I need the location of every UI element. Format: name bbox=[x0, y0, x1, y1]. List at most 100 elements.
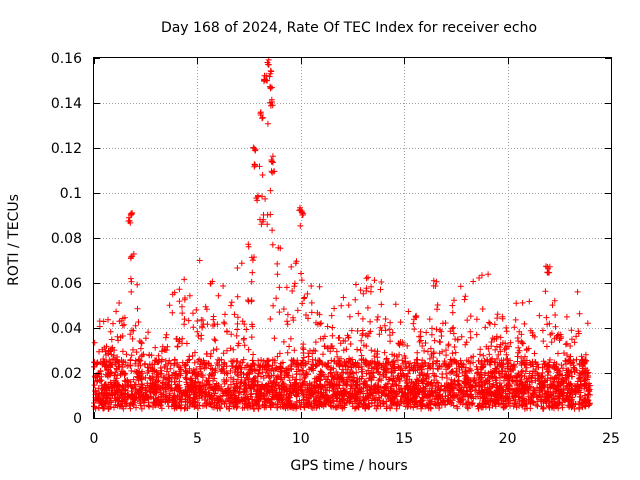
data-point bbox=[136, 357, 143, 364]
data-point bbox=[307, 387, 314, 394]
data-point bbox=[521, 320, 528, 327]
data-point bbox=[392, 367, 399, 374]
data-point bbox=[245, 297, 251, 304]
data-point bbox=[182, 374, 189, 381]
data-point bbox=[179, 340, 185, 347]
data-point bbox=[238, 366, 245, 372]
data-point bbox=[422, 340, 429, 346]
data-point bbox=[211, 383, 218, 390]
data-point bbox=[551, 396, 557, 403]
data-point bbox=[439, 374, 446, 381]
data-point bbox=[270, 302, 277, 309]
data-point bbox=[288, 263, 295, 270]
data-point bbox=[273, 295, 280, 302]
data-point bbox=[565, 402, 571, 409]
data-point bbox=[518, 376, 525, 383]
data-point bbox=[123, 351, 130, 358]
data-point bbox=[467, 366, 474, 372]
plot-frame bbox=[93, 57, 612, 419]
data-point bbox=[377, 324, 384, 331]
data-point bbox=[177, 402, 183, 409]
data-point bbox=[492, 346, 499, 353]
data-point bbox=[238, 260, 245, 267]
x-tick-label: 15 bbox=[395, 431, 413, 447]
data-point bbox=[142, 392, 149, 398]
data-point bbox=[194, 318, 201, 324]
data-point bbox=[111, 347, 118, 354]
x-tick-label: 5 bbox=[193, 431, 202, 447]
data-point bbox=[295, 366, 302, 373]
data-point bbox=[227, 374, 234, 381]
data-point bbox=[437, 327, 443, 333]
data-point bbox=[243, 326, 250, 333]
data-point bbox=[354, 382, 361, 389]
data-point bbox=[94, 377, 100, 384]
data-point bbox=[476, 275, 483, 281]
data-point bbox=[447, 391, 454, 398]
data-point bbox=[412, 398, 419, 405]
data-point bbox=[521, 398, 528, 405]
data-point bbox=[371, 364, 378, 371]
data-point bbox=[274, 366, 281, 373]
data-point bbox=[496, 382, 503, 389]
data-point bbox=[309, 356, 316, 363]
data-point bbox=[476, 383, 483, 390]
data-point bbox=[242, 387, 249, 394]
data-point bbox=[165, 403, 172, 410]
data-point bbox=[269, 227, 276, 234]
data-point bbox=[544, 362, 551, 369]
data-point bbox=[195, 379, 202, 386]
data-point bbox=[233, 332, 240, 339]
data-point bbox=[550, 363, 556, 370]
data-point bbox=[489, 382, 496, 389]
data-point bbox=[249, 257, 256, 264]
data-point bbox=[153, 401, 160, 408]
data-point bbox=[359, 368, 366, 375]
data-point bbox=[260, 384, 267, 391]
data-point bbox=[329, 324, 336, 331]
data-point bbox=[403, 373, 410, 380]
data-point bbox=[425, 392, 432, 399]
data-point bbox=[381, 369, 388, 376]
data-point bbox=[116, 318, 123, 325]
data-point bbox=[303, 394, 310, 401]
data-point bbox=[546, 399, 553, 406]
data-point bbox=[234, 326, 241, 333]
data-point bbox=[145, 367, 152, 374]
data-point bbox=[280, 382, 287, 389]
data-point bbox=[248, 384, 255, 391]
data-point bbox=[274, 353, 281, 360]
data-point bbox=[584, 370, 591, 377]
data-point bbox=[430, 365, 437, 372]
data-point bbox=[551, 359, 558, 366]
data-point bbox=[300, 295, 307, 302]
data-point bbox=[482, 400, 489, 407]
data-point bbox=[118, 391, 125, 398]
y-tick-labels: 0 0.02 0.04 0.06 0.08 0.1 0.12 0.14 0.16 bbox=[51, 51, 82, 427]
data-point bbox=[443, 352, 450, 359]
data-point bbox=[511, 394, 517, 401]
data-point bbox=[362, 402, 369, 409]
data-point bbox=[472, 393, 479, 400]
data-point bbox=[539, 327, 546, 334]
data-point bbox=[130, 346, 136, 353]
data-point bbox=[347, 341, 354, 347]
data-point bbox=[299, 212, 306, 218]
y-tick-label: 0.1 bbox=[60, 186, 82, 202]
data-point bbox=[286, 343, 293, 350]
data-point bbox=[358, 363, 365, 370]
data-point bbox=[234, 293, 241, 300]
data-point bbox=[267, 85, 274, 92]
data-point bbox=[307, 347, 313, 354]
data-point bbox=[383, 374, 390, 381]
data-point bbox=[344, 397, 351, 404]
data-point bbox=[105, 350, 112, 357]
data-point bbox=[571, 339, 578, 346]
data-point bbox=[300, 346, 307, 353]
data-point bbox=[304, 400, 311, 407]
data-point bbox=[137, 345, 144, 352]
data-point bbox=[127, 405, 134, 412]
data-point bbox=[157, 371, 164, 377]
data-point bbox=[492, 374, 499, 381]
data-point bbox=[233, 388, 239, 395]
